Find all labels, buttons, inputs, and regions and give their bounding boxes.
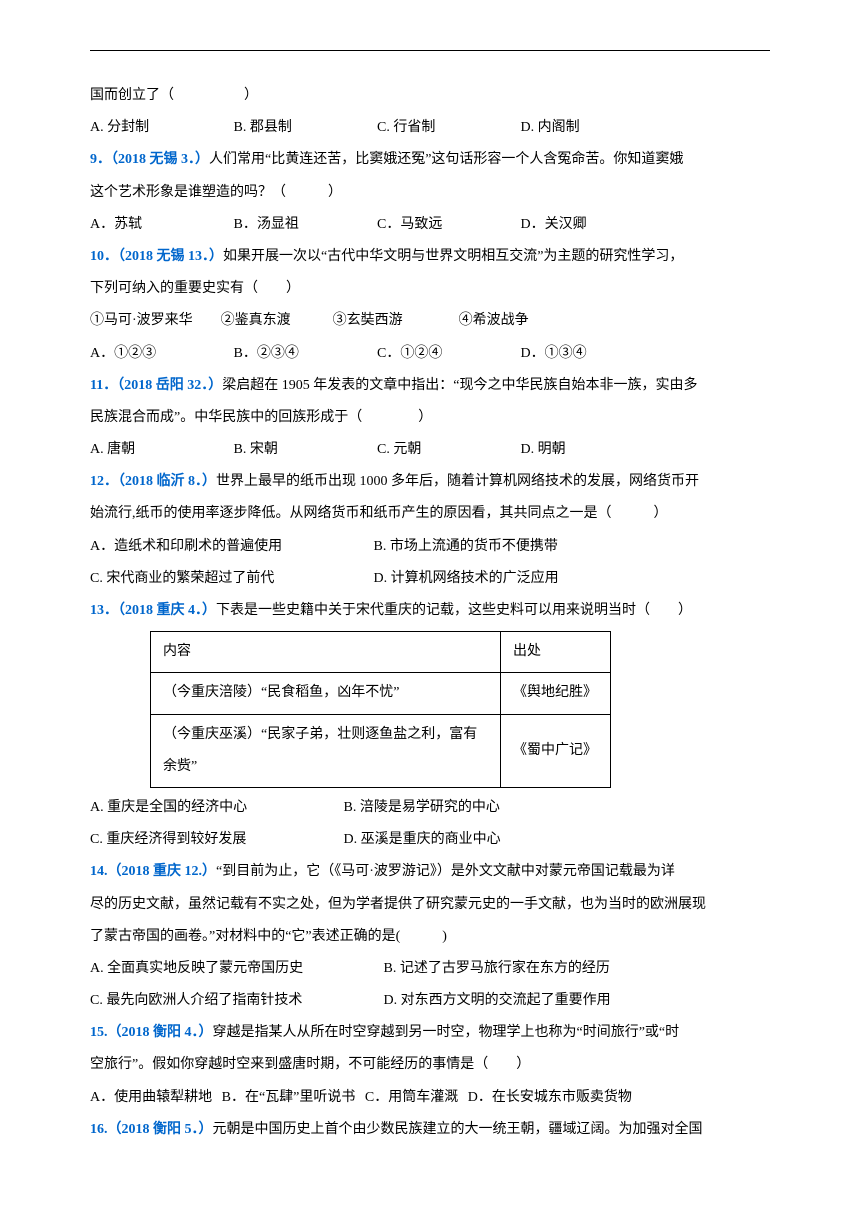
q9-options: A．苏轼 B．汤显祖 C．马致远 D．关汉卿 — [90, 209, 770, 241]
q14-opt-b: B. 记述了古罗马旅行家在东方的经历 — [384, 953, 674, 985]
q9-source: 9．（2018 无锡 3．） — [90, 152, 209, 167]
td-content: （今重庆涪陵）“民食稻鱼，凶年不忧” — [151, 673, 501, 714]
q11-source: 11．（2018 岳阳 32．） — [90, 378, 222, 393]
q13-options-row2: C. 重庆经济得到较好发展 D. 巫溪是重庆的商业中心 — [90, 824, 770, 856]
q12-text1: 世界上最早的纸币出现 1000 多年后，随着计算机网络技术的发展，网络货币开 — [216, 474, 699, 489]
q12-opt-c: C. 宋代商业的繁荣超过了前代 — [90, 563, 370, 595]
q11-opt-b: B. 宋朝 — [234, 434, 374, 466]
q12-options-row1: A．造纸术和印刷术的普遍使用 B. 市场上流通的货币不便携带 — [90, 531, 770, 563]
td-content: （今重庆巫溪）“民家子弟，壮则逐鱼盐之利，富有余赀” — [151, 714, 501, 787]
q16-text1: 元朝是中国历史上首个由少数民族建立的大一统王朝，疆域辽阔。为加强对全国 — [213, 1122, 703, 1137]
q10-opt-c: C．①②④ — [377, 338, 517, 370]
q14-source: 14.（2018 重庆 12.） — [90, 864, 216, 879]
q12-opt-d: D. 计算机网络技术的广泛应用 — [374, 563, 654, 595]
q10-items: ①马可·波罗来华 ②鉴真东渡 ③玄奘西游 ④希波战争 — [90, 305, 770, 337]
q14-line2: 尽的历史文献，虽然记载有不实之处，但为学者提供了研究蒙元史的一手文献，也为当时的… — [90, 889, 770, 921]
q14-opt-a: A. 全面真实地反映了蒙元帝国历史 — [90, 953, 380, 985]
td-source: 《舆地纪胜》 — [501, 673, 611, 714]
table-row: （今重庆巫溪）“民家子弟，壮则逐鱼盐之利，富有余赀” 《蜀中广记》 — [151, 714, 611, 787]
q10-opt-a: A．①②③ — [90, 338, 230, 370]
q14-line3: 了蒙古帝国的画卷。”对材料中的“它”表述正确的是( ) — [90, 921, 770, 953]
q15-opt-c: C．用筒车灌溉 — [365, 1082, 458, 1114]
q9-line1: 9．（2018 无锡 3．）人们常用“比黄连还苦，比窦娥还冤”这句话形容一个人含… — [90, 144, 770, 176]
q16-line1: 16.（2018 衡阳 5．）元朝是中国历史上首个由少数民族建立的大一统王朝，疆… — [90, 1114, 770, 1146]
q12-options-row2: C. 宋代商业的繁荣超过了前代 D. 计算机网络技术的广泛应用 — [90, 563, 770, 595]
q15-line2: 空旅行”。假如你穿越时空来到盛唐时期，不可能经历的事情是（ ） — [90, 1049, 770, 1081]
q10-options: A．①②③ B．②③④ C．①②④ D．①③④ — [90, 338, 770, 370]
q14-opt-c: C. 最先向欧洲人介绍了指南针技术 — [90, 985, 380, 1017]
q12-line1: 12．（2018 临沂 8．）世界上最早的纸币出现 1000 多年后，随着计算机… — [90, 466, 770, 498]
q10-line2: 下列可纳入的重要史实有（ ） — [90, 273, 770, 305]
q15-options: A．使用曲辕犁耕地 B．在“瓦肆”里听说书 C．用筒车灌溉 D．在长安城东市贩卖… — [90, 1082, 770, 1114]
q8-tail-text: 国而创立了（ ） — [90, 80, 770, 112]
td-source: 《蜀中广记》 — [501, 714, 611, 787]
q12-opt-a: A．造纸术和印刷术的普遍使用 — [90, 531, 370, 563]
q15-opt-b: B．在“瓦肆”里听说书 — [222, 1082, 356, 1114]
q8-opt-a: A. 分封制 — [90, 112, 230, 144]
th-source: 出处 — [501, 632, 611, 673]
q10-opt-d: D．①③④ — [521, 338, 661, 370]
q8-opt-b: B. 郡县制 — [234, 112, 374, 144]
q15-opt-d: D．在长安城东市贩卖货物 — [468, 1082, 632, 1114]
q13-source: 13．（2018 重庆 4．） — [90, 603, 216, 618]
q13-table: 内容 出处 （今重庆涪陵）“民食稻鱼，凶年不忧” 《舆地纪胜》 （今重庆巫溪）“… — [150, 631, 611, 788]
q8-options: A. 分封制 B. 郡县制 C. 行省制 D. 内阁制 — [90, 112, 770, 144]
q13-opt-a: A. 重庆是全国的经济中心 — [90, 792, 340, 824]
q11-opt-a: A. 唐朝 — [90, 434, 230, 466]
q13-opt-d: D. 巫溪是重庆的商业中心 — [344, 824, 594, 856]
q9-opt-c: C．马致远 — [377, 209, 517, 241]
q15-text1: 穿越是指某人从所在时空穿越到另一时空，物理学上也称为“时间旅行”或“时 — [213, 1025, 680, 1040]
q15-line1: 15.（2018 衡阳 4．）穿越是指某人从所在时空穿越到另一时空，物理学上也称… — [90, 1017, 770, 1049]
q10-source: 10．（2018 无锡 13．） — [90, 249, 223, 264]
q8-opt-c: C. 行省制 — [377, 112, 517, 144]
q9-text1: 人们常用“比黄连还苦，比窦娥还冤”这句话形容一个人含冤命苦。你知道窦娥 — [209, 152, 683, 167]
q12-line2: 始流行,纸币的使用率逐步降低。从网络货币和纸币产生的原因看，其共同点之一是（ ） — [90, 498, 770, 530]
q10-line1: 10．（2018 无锡 13．）如果开展一次以“古代中华文明与世界文明相互交流”… — [90, 241, 770, 273]
q14-text1: “到目前为止，它（《马可·波罗游记》）是外文文献中对蒙元帝国记载最为详 — [216, 864, 675, 879]
q15-opt-a: A．使用曲辕犁耕地 — [90, 1082, 212, 1114]
q9-opt-a: A．苏轼 — [90, 209, 230, 241]
q11-line1: 11．（2018 岳阳 32．）梁启超在 1905 年发表的文章中指出：“现今之… — [90, 370, 770, 402]
q12-opt-b: B. 市场上流通的货币不便携带 — [374, 531, 654, 563]
q10-text1: 如果开展一次以“古代中华文明与世界文明相互交流”为主题的研究性学习， — [223, 249, 683, 264]
q15-source: 15.（2018 衡阳 4．） — [90, 1025, 213, 1040]
q13-line1: 13．（2018 重庆 4．）下表是一些史籍中关于宋代重庆的记载，这些史料可以用… — [90, 595, 770, 627]
q13-opt-b: B. 涪陵是易学研究的中心 — [344, 792, 594, 824]
q12-source: 12．（2018 临沂 8．） — [90, 474, 216, 489]
q11-opt-d: D. 明朝 — [521, 434, 661, 466]
q8-opt-d: D. 内阁制 — [521, 112, 661, 144]
q14-opt-d: D. 对东西方文明的交流起了重要作用 — [384, 985, 674, 1017]
q9-opt-b: B．汤显祖 — [234, 209, 374, 241]
q10-opt-b: B．②③④ — [234, 338, 374, 370]
q11-options: A. 唐朝 B. 宋朝 C. 元朝 D. 明朝 — [90, 434, 770, 466]
q9-line2: 这个艺术形象是谁塑造的吗？（ ） — [90, 177, 770, 209]
q13-text1: 下表是一些史籍中关于宋代重庆的记载，这些史料可以用来说明当时（ ） — [216, 603, 692, 618]
q14-options-row2: C. 最先向欧洲人介绍了指南针技术 D. 对东西方文明的交流起了重要作用 — [90, 985, 770, 1017]
th-content: 内容 — [151, 632, 501, 673]
q16-source: 16.（2018 衡阳 5．） — [90, 1122, 213, 1137]
table-row: （今重庆涪陵）“民食稻鱼，凶年不忧” 《舆地纪胜》 — [151, 673, 611, 714]
q14-line1: 14.（2018 重庆 12.）“到目前为止，它（《马可·波罗游记》）是外文文献… — [90, 856, 770, 888]
q13-options-row1: A. 重庆是全国的经济中心 B. 涪陵是易学研究的中心 — [90, 792, 770, 824]
q11-line2: 民族混合而成”。中华民族中的回族形成于（ ） — [90, 402, 770, 434]
q13-opt-c: C. 重庆经济得到较好发展 — [90, 824, 340, 856]
q11-text1: 梁启超在 1905 年发表的文章中指出：“现今之中华民族自始本非一族，实由多 — [222, 378, 697, 393]
q14-options-row1: A. 全面真实地反映了蒙元帝国历史 B. 记述了古罗马旅行家在东方的经历 — [90, 953, 770, 985]
q9-opt-d: D．关汉卿 — [521, 209, 661, 241]
table-header-row: 内容 出处 — [151, 632, 611, 673]
q11-opt-c: C. 元朝 — [377, 434, 517, 466]
